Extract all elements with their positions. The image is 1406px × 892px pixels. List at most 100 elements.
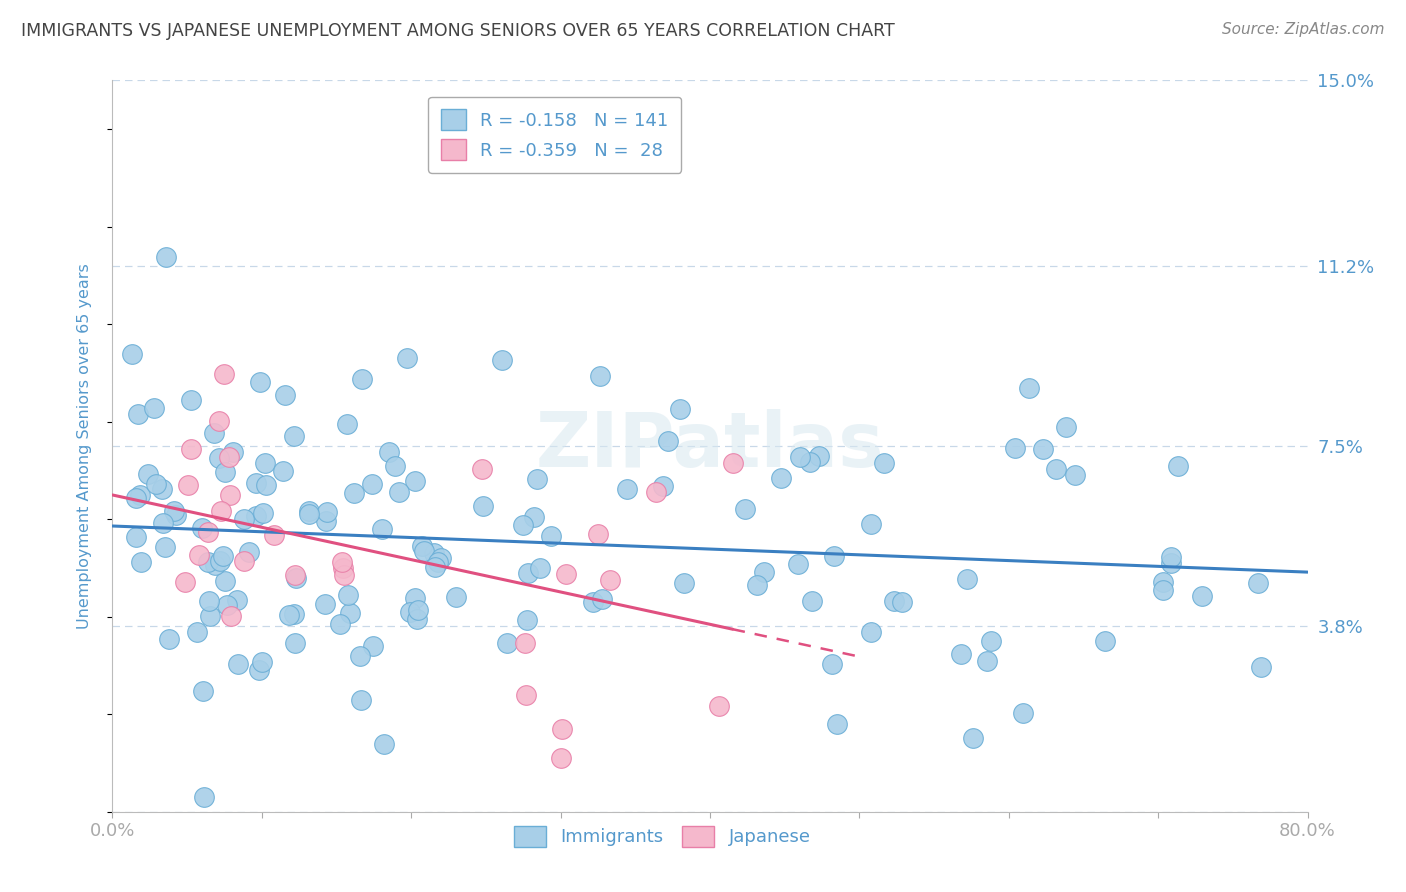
Point bbox=[734, 502, 756, 516]
Point bbox=[180, 393, 202, 408]
Point bbox=[976, 654, 998, 668]
Point bbox=[444, 590, 467, 604]
Point bbox=[384, 458, 406, 473]
Point bbox=[529, 561, 551, 575]
Point bbox=[471, 462, 494, 476]
Point bbox=[423, 546, 446, 560]
Point bbox=[491, 352, 513, 367]
Point bbox=[150, 482, 173, 496]
Point bbox=[1064, 468, 1087, 483]
Point bbox=[361, 639, 384, 653]
Point bbox=[823, 549, 845, 563]
Point bbox=[186, 624, 208, 639]
Point bbox=[191, 521, 214, 535]
Point bbox=[233, 554, 256, 568]
Point bbox=[249, 376, 271, 390]
Point bbox=[350, 693, 373, 707]
Point bbox=[252, 655, 274, 669]
Point bbox=[333, 567, 356, 582]
Point bbox=[599, 574, 621, 588]
Point bbox=[314, 597, 336, 611]
Point bbox=[745, 577, 768, 591]
Point bbox=[388, 485, 411, 500]
Point bbox=[651, 479, 673, 493]
Point bbox=[212, 367, 235, 381]
Point bbox=[214, 574, 236, 589]
Point bbox=[1191, 589, 1213, 603]
Point bbox=[891, 595, 914, 609]
Point bbox=[799, 455, 821, 469]
Point bbox=[254, 456, 277, 470]
Point bbox=[343, 485, 366, 500]
Point bbox=[1153, 582, 1175, 597]
Point bbox=[873, 456, 896, 470]
Point bbox=[143, 401, 166, 415]
Point bbox=[329, 616, 352, 631]
Point bbox=[232, 512, 254, 526]
Point bbox=[208, 450, 231, 465]
Point bbox=[1004, 441, 1026, 455]
Point bbox=[980, 634, 1002, 648]
Point bbox=[263, 528, 285, 542]
Point bbox=[136, 467, 159, 481]
Point bbox=[515, 688, 537, 702]
Point bbox=[125, 491, 148, 505]
Point bbox=[339, 606, 361, 620]
Point bbox=[284, 568, 307, 582]
Point bbox=[554, 566, 576, 581]
Point bbox=[472, 499, 495, 513]
Point bbox=[540, 528, 562, 542]
Point bbox=[423, 559, 446, 574]
Point bbox=[198, 593, 221, 607]
Point bbox=[219, 609, 242, 624]
Point bbox=[177, 478, 200, 492]
Point bbox=[211, 549, 233, 563]
Point bbox=[526, 472, 548, 486]
Point bbox=[298, 504, 321, 518]
Point bbox=[125, 530, 148, 544]
Point bbox=[860, 624, 883, 639]
Point bbox=[283, 607, 305, 622]
Text: Source: ZipAtlas.com: Source: ZipAtlas.com bbox=[1222, 22, 1385, 37]
Point bbox=[707, 699, 730, 714]
Point bbox=[770, 471, 793, 485]
Point bbox=[197, 525, 219, 540]
Point bbox=[371, 522, 394, 536]
Point bbox=[284, 571, 307, 585]
Point bbox=[180, 442, 202, 456]
Point bbox=[406, 603, 429, 617]
Point bbox=[218, 488, 240, 502]
Point bbox=[349, 649, 371, 664]
Point bbox=[429, 550, 451, 565]
Point bbox=[226, 657, 249, 671]
Point bbox=[1094, 634, 1116, 648]
Point bbox=[616, 483, 638, 497]
Point bbox=[298, 507, 321, 521]
Point bbox=[155, 251, 177, 265]
Point bbox=[962, 731, 984, 745]
Point bbox=[645, 484, 668, 499]
Point bbox=[591, 592, 613, 607]
Point bbox=[163, 503, 186, 517]
Point bbox=[1152, 574, 1174, 589]
Point bbox=[245, 475, 267, 490]
Point bbox=[283, 429, 305, 443]
Point bbox=[1045, 462, 1067, 476]
Point bbox=[721, 456, 744, 470]
Point bbox=[254, 478, 277, 492]
Point bbox=[673, 576, 696, 591]
Point bbox=[197, 555, 219, 569]
Point bbox=[187, 548, 209, 562]
Point bbox=[1032, 442, 1054, 457]
Point bbox=[245, 508, 267, 523]
Point bbox=[550, 722, 572, 736]
Point bbox=[550, 751, 572, 765]
Point bbox=[955, 572, 977, 586]
Point bbox=[202, 425, 225, 440]
Point bbox=[807, 449, 830, 463]
Point bbox=[1018, 381, 1040, 395]
Point bbox=[589, 369, 612, 384]
Point bbox=[377, 445, 399, 459]
Point bbox=[157, 632, 180, 647]
Point bbox=[191, 684, 214, 698]
